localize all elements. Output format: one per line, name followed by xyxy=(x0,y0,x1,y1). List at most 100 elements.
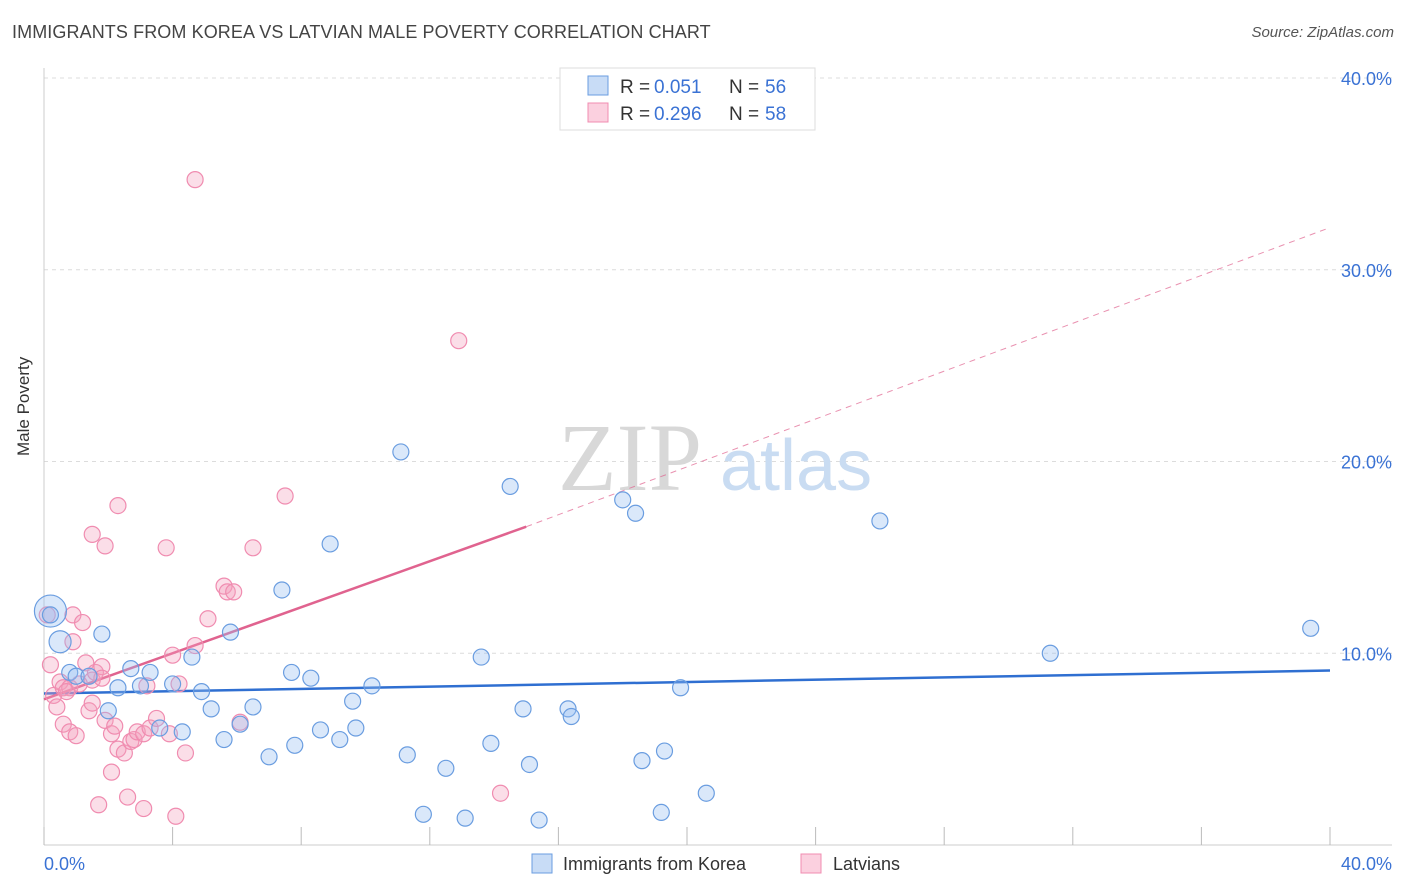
korea-point-55 xyxy=(41,606,60,624)
korea-point-15 xyxy=(192,682,211,701)
latvians-point-36 xyxy=(138,677,156,695)
korea-point-11 xyxy=(151,719,169,737)
series-legend: Immigrants from Korea Latvians xyxy=(531,853,900,874)
korea-point-20 xyxy=(244,698,262,716)
korea-point-29 xyxy=(344,692,362,710)
y-tick-label-2: 30.0% xyxy=(1341,261,1392,281)
korea-point-27 xyxy=(321,535,339,553)
legend-r-value-korea: 0.051 xyxy=(654,77,702,98)
legend-r-label-latvians: R = xyxy=(620,104,650,125)
tick-labels: 10.0% 20.0% 30.0% 40.0% 0.0% 40.0% xyxy=(44,69,1392,874)
latvians-point-26 xyxy=(106,717,124,735)
korea-point-22 xyxy=(273,581,291,599)
korea-point-47 xyxy=(633,752,651,770)
korea-point-30 xyxy=(347,719,365,737)
watermark-atlas: atlas xyxy=(720,426,872,506)
latvians-point-25 xyxy=(102,763,121,781)
series-swatch-korea xyxy=(531,853,553,874)
korea-point-44 xyxy=(562,707,580,726)
watermark-zip: ZIP xyxy=(558,404,702,511)
y-tick-label-0: 10.0% xyxy=(1341,644,1392,664)
korea-point-49 xyxy=(655,742,674,760)
latvians-point-30 xyxy=(118,788,137,806)
trend-lines xyxy=(43,227,1331,701)
korea-point-4 xyxy=(80,667,98,685)
latvians-point-27 xyxy=(109,497,127,515)
latvians-point-55 xyxy=(491,784,510,802)
legend-r-value-latvians: 0.296 xyxy=(654,104,702,125)
latvians-point-47 xyxy=(199,610,217,628)
korea-point-54 xyxy=(1302,619,1320,637)
korea-point-26 xyxy=(311,721,330,739)
latvians-point-33 xyxy=(128,723,146,741)
x-tick-label-0: 0.0% xyxy=(44,854,85,874)
legend-swatch-latvians xyxy=(587,102,609,123)
latvians-trend-line xyxy=(43,525,527,701)
korea-point-35 xyxy=(437,759,455,777)
korea-point-14 xyxy=(183,648,201,666)
latvians-point-10 xyxy=(64,633,82,651)
korea-points xyxy=(33,443,1320,829)
latvians-point-41 xyxy=(164,646,182,664)
korea-point-17 xyxy=(215,730,233,749)
x-tick-label-1: 40.0% xyxy=(1341,854,1392,874)
latvians-point-37 xyxy=(141,719,159,737)
y-tick-label-1: 20.0% xyxy=(1341,453,1392,473)
latvians-point-53 xyxy=(276,487,294,505)
latvians-point-56 xyxy=(57,682,76,701)
latvians-point-21 xyxy=(93,669,111,687)
latvians-point-39 xyxy=(157,539,175,557)
korea-point-31 xyxy=(363,677,381,695)
latvians-point-11 xyxy=(67,727,85,745)
korea-point-32 xyxy=(392,443,410,461)
legend-n-value-latvians: 58 xyxy=(765,104,786,125)
korea-trend-line xyxy=(43,669,1331,695)
korea-point-37 xyxy=(472,648,490,666)
legend-r-label-korea: R = xyxy=(620,77,650,98)
latvians-point-22 xyxy=(96,537,114,555)
korea-point-19 xyxy=(231,715,249,733)
korea-point-1 xyxy=(48,630,72,654)
latvians-point-19 xyxy=(90,796,108,814)
legend-n-label-korea: N = xyxy=(729,77,759,98)
korea-point-6 xyxy=(99,702,117,720)
korea-point-39 xyxy=(501,477,519,496)
latvians-point-50 xyxy=(225,583,243,601)
korea-point-3 xyxy=(67,667,85,685)
latvians-point-43 xyxy=(170,675,188,693)
korea-point-12 xyxy=(164,675,182,693)
latvians-point-12 xyxy=(73,613,92,632)
latvians-point-40 xyxy=(160,725,178,743)
korea-point-7 xyxy=(109,679,127,697)
korea-point-38 xyxy=(482,734,500,752)
latvians-point-42 xyxy=(167,807,185,825)
latvians-point-16 xyxy=(83,694,101,712)
latvians-point-49 xyxy=(218,583,236,601)
latvians-point-1 xyxy=(41,656,60,674)
korea-point-53 xyxy=(1041,644,1059,662)
korea-point-9 xyxy=(141,663,159,682)
korea-point-8 xyxy=(122,659,140,678)
korea-point-5 xyxy=(93,625,111,643)
korea-point-34 xyxy=(414,805,432,823)
korea-point-41 xyxy=(520,755,539,774)
latvians-point-17 xyxy=(83,525,101,543)
latvians-point-44 xyxy=(176,744,195,762)
legend-n-value-korea: 56 xyxy=(765,77,786,98)
watermark: ZIP atlas xyxy=(558,404,872,511)
latvians-point-3 xyxy=(48,698,66,716)
korea-point-36 xyxy=(456,809,474,827)
latvians-point-52 xyxy=(244,539,262,557)
chart-title: IMMIGRANTS FROM KOREA VS LATVIAN MALE PO… xyxy=(12,22,711,42)
korea-point-46 xyxy=(626,504,645,522)
korea-point-33 xyxy=(398,746,416,764)
korea-point-21 xyxy=(260,748,278,766)
korea-point-18 xyxy=(221,623,240,641)
stats-legend: R = 0.051 N = 56 R = 0.296 N = 58 xyxy=(559,67,816,131)
latvians-point-54 xyxy=(450,332,468,350)
korea-point-40 xyxy=(514,700,532,718)
korea-point-13 xyxy=(173,723,191,741)
korea-point-16 xyxy=(202,700,220,718)
legend-n-label-latvians: N = xyxy=(729,104,759,125)
